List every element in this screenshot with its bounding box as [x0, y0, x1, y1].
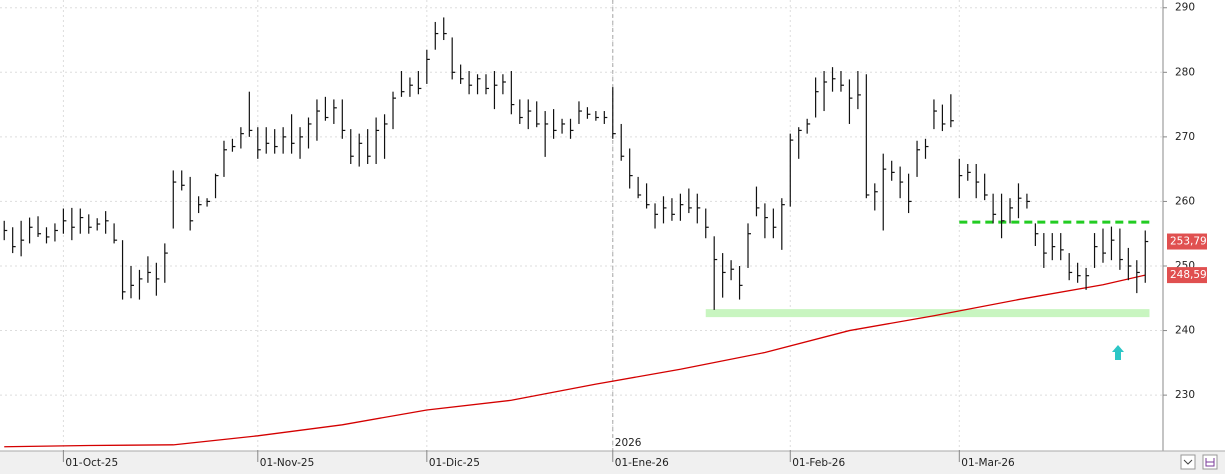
y-tick-label: 270: [1175, 131, 1195, 143]
price-tag: [1167, 233, 1207, 250]
price-tag-label: 248,59: [1170, 269, 1207, 281]
moving-average: [4, 274, 1146, 448]
marks: [3, 17, 1150, 448]
scroll-button[interactable]: [1180, 454, 1196, 470]
price-tag: [1167, 267, 1207, 284]
y-tick-label: 240: [1175, 325, 1195, 337]
x-axis-strip: [0, 451, 1225, 474]
x-tick-label: 01-Mar-26: [961, 457, 1015, 469]
y-tick-label: 290: [1175, 2, 1195, 14]
scroll-icon: [1183, 459, 1193, 465]
x-tick-label: 01-Nov-25: [260, 457, 315, 469]
year-label: 2026: [615, 437, 642, 449]
y-tick-label: 280: [1175, 66, 1195, 78]
x-tick-label: 01-Ene-26: [615, 457, 669, 469]
price-tag-label: 253,79: [1170, 236, 1207, 248]
arrow-icon: [1112, 345, 1124, 360]
layout-icon: [1205, 458, 1215, 467]
x-tick-label: 01-Feb-26: [792, 457, 845, 469]
x-tick-label: 01-Oct-25: [65, 457, 118, 469]
x-tick-label: 01-Dic-25: [429, 457, 480, 469]
y-tick-label: 230: [1175, 389, 1195, 401]
y-tick-label: 260: [1175, 195, 1195, 207]
